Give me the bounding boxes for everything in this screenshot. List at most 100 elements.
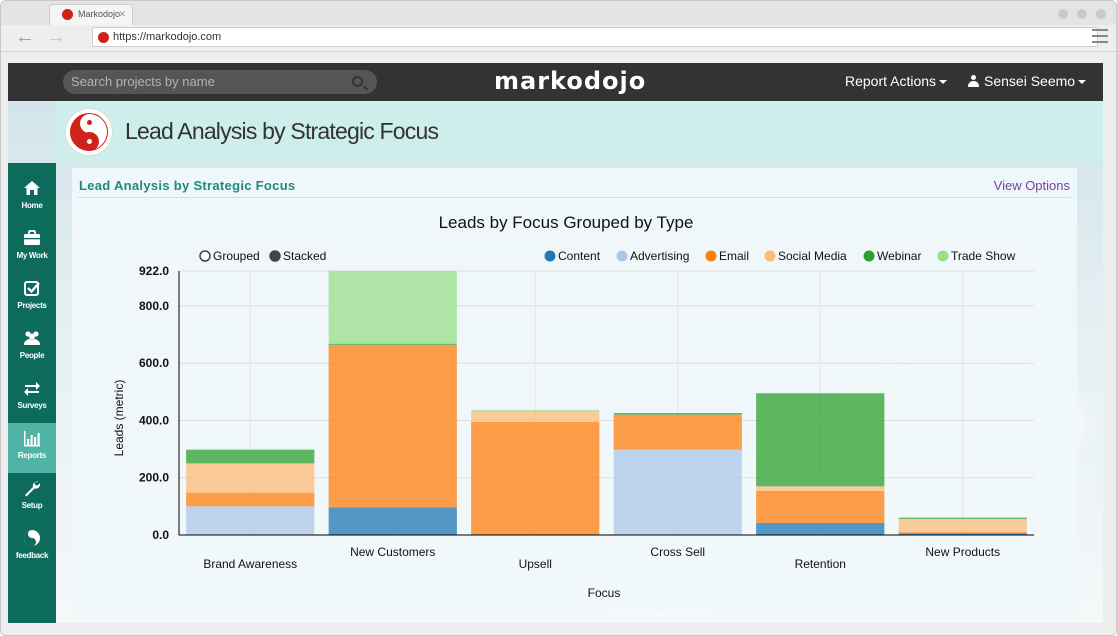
legend-label: Email	[719, 249, 749, 263]
close-tab-icon[interactable]: ✕	[118, 9, 126, 19]
search-icon[interactable]	[352, 76, 363, 87]
bar-segment[interactable]	[613, 414, 742, 450]
bar-segment[interactable]	[471, 411, 600, 422]
legend-label: Social Media	[778, 249, 847, 263]
bar-segment[interactable]	[186, 506, 315, 535]
panel-title: Lead Analysis by Strategic Focus	[79, 178, 296, 193]
bar-segment[interactable]	[756, 486, 885, 491]
sidebar-item-my-work[interactable]: My Work	[8, 223, 56, 273]
wrench-icon	[25, 481, 41, 497]
bar-segment[interactable]	[898, 532, 1027, 534]
dojo-logo	[65, 108, 113, 156]
x-axis-label: Focus	[588, 586, 621, 600]
bar-segment[interactable]	[898, 518, 1027, 533]
mode-option-label: Grouped	[213, 249, 260, 263]
page-title: Lead Analysis by Strategic Focus	[125, 118, 439, 144]
favicon-icon	[62, 9, 73, 20]
y-tick-label: 600.0	[139, 356, 169, 370]
sidebar-label: Home	[21, 201, 43, 210]
legend-label: Trade Show	[951, 249, 1016, 263]
sidebar-item-people[interactable]: People	[8, 323, 56, 373]
sidebar-item-surveys[interactable]: Surveys	[8, 373, 56, 423]
checkbox-icon	[24, 281, 40, 296]
chart-bars	[186, 271, 1027, 535]
bar-segment[interactable]	[756, 490, 885, 523]
sidebar-label: My Work	[16, 251, 48, 260]
window-close-icon[interactable]	[1096, 9, 1106, 19]
sidebar-item-home[interactable]: Home	[8, 173, 56, 223]
x-tick-label: Cross Sell	[650, 545, 705, 559]
sidebar: Home My Work Projects People Surveys Rep…	[8, 163, 56, 623]
window-minimize-icon[interactable]	[1058, 9, 1068, 19]
address-bar[interactable]: https://markodojo.com	[92, 27, 1098, 47]
yin-yang-icon	[24, 530, 40, 546]
report-actions-menu[interactable]: Report Actions	[845, 73, 948, 89]
bar-segment[interactable]	[328, 344, 457, 508]
bar-segment[interactable]	[898, 517, 1027, 519]
leads-chart: Leads by Focus Grouped by Type Grouped St…	[112, 213, 1034, 600]
bar-segment[interactable]	[756, 522, 885, 535]
bar-segment[interactable]	[328, 343, 457, 345]
browser-tab[interactable]: Markodojo ✕	[49, 4, 133, 25]
bar-segment[interactable]	[186, 449, 315, 464]
bar-segment[interactable]	[898, 533, 1027, 535]
legend-swatch[interactable]	[616, 250, 628, 262]
caret-down-icon	[939, 80, 948, 85]
caret-down-icon	[1078, 80, 1087, 85]
app-logo[interactable]: markodojo	[494, 67, 647, 95]
report-actions-label: Report Actions	[845, 73, 937, 89]
yin-yang-icon	[70, 113, 108, 151]
y-axis: 0.0 200.0 400.0 600.0 800.0 922.0	[139, 264, 180, 542]
sidebar-label: People	[19, 351, 45, 360]
y-axis-label: Leads (metric)	[112, 380, 126, 457]
sidebar-label: Projects	[17, 301, 47, 310]
x-tick-label: Upsell	[519, 557, 552, 571]
bar-segment[interactable]	[328, 271, 457, 344]
page-header: Lead Analysis by Strategic Focus	[56, 101, 1103, 161]
legend-swatch[interactable]	[863, 250, 875, 262]
y-tick-label: 800.0	[139, 299, 169, 313]
legend-swatch[interactable]	[544, 250, 556, 262]
bar-segment[interactable]	[613, 449, 742, 535]
forward-arrow-icon[interactable]: →	[46, 26, 66, 48]
window-maximize-icon[interactable]	[1077, 9, 1087, 19]
legend-swatch[interactable]	[937, 250, 949, 262]
legend-label: Content	[558, 249, 601, 263]
radio-grouped[interactable]	[199, 250, 211, 262]
sidebar-item-reports[interactable]: Reports	[8, 423, 56, 473]
sidebar-label: feedback	[15, 551, 49, 560]
bar-segment[interactable]	[186, 492, 315, 507]
y-tick-label: 0.0	[152, 528, 169, 542]
legend-swatch[interactable]	[764, 250, 776, 262]
chart-title: Leads by Focus Grouped by Type	[439, 213, 694, 232]
radio-stacked[interactable]	[269, 250, 281, 262]
y-tick-label: 200.0	[139, 471, 169, 485]
bar-segment[interactable]	[898, 517, 1027, 518]
sidebar-item-projects[interactable]: Projects	[8, 273, 56, 323]
sidebar-item-setup[interactable]: Setup	[8, 473, 56, 523]
legend-swatch[interactable]	[705, 250, 717, 262]
browser-menu-icon[interactable]	[1092, 29, 1108, 47]
mode-option-label: Stacked	[283, 249, 326, 263]
view-options-link[interactable]: View Options	[993, 178, 1070, 193]
bar-segment[interactable]	[613, 413, 742, 415]
back-arrow-icon[interactable]: ←	[15, 26, 35, 48]
chart-legend: Content Advertising Email Social Media Webin…	[544, 249, 1016, 263]
bar-segment[interactable]	[186, 463, 315, 493]
y-tick-label: 922.0	[139, 264, 169, 278]
sidebar-item-feedback[interactable]: feedback	[8, 523, 56, 573]
legend-label: Advertising	[630, 249, 689, 263]
browser-toolbar: ← → https://markodojo.com	[1, 25, 1116, 52]
user-name: Sensei Seemo	[984, 73, 1076, 89]
bar-segment[interactable]	[756, 393, 885, 487]
legend-label: Webinar	[877, 249, 921, 263]
site-icon	[98, 32, 109, 43]
search-input[interactable]: Search projects by name	[63, 70, 377, 94]
user-menu[interactable]: Sensei Seemo	[968, 73, 1087, 89]
bar-segment[interactable]	[471, 421, 600, 535]
app-topbar: Search projects by name markodojo Report…	[8, 63, 1103, 101]
x-tick-label: New Customers	[350, 545, 435, 559]
bar-segment[interactable]	[328, 507, 457, 535]
bar-segment[interactable]	[471, 409, 600, 412]
